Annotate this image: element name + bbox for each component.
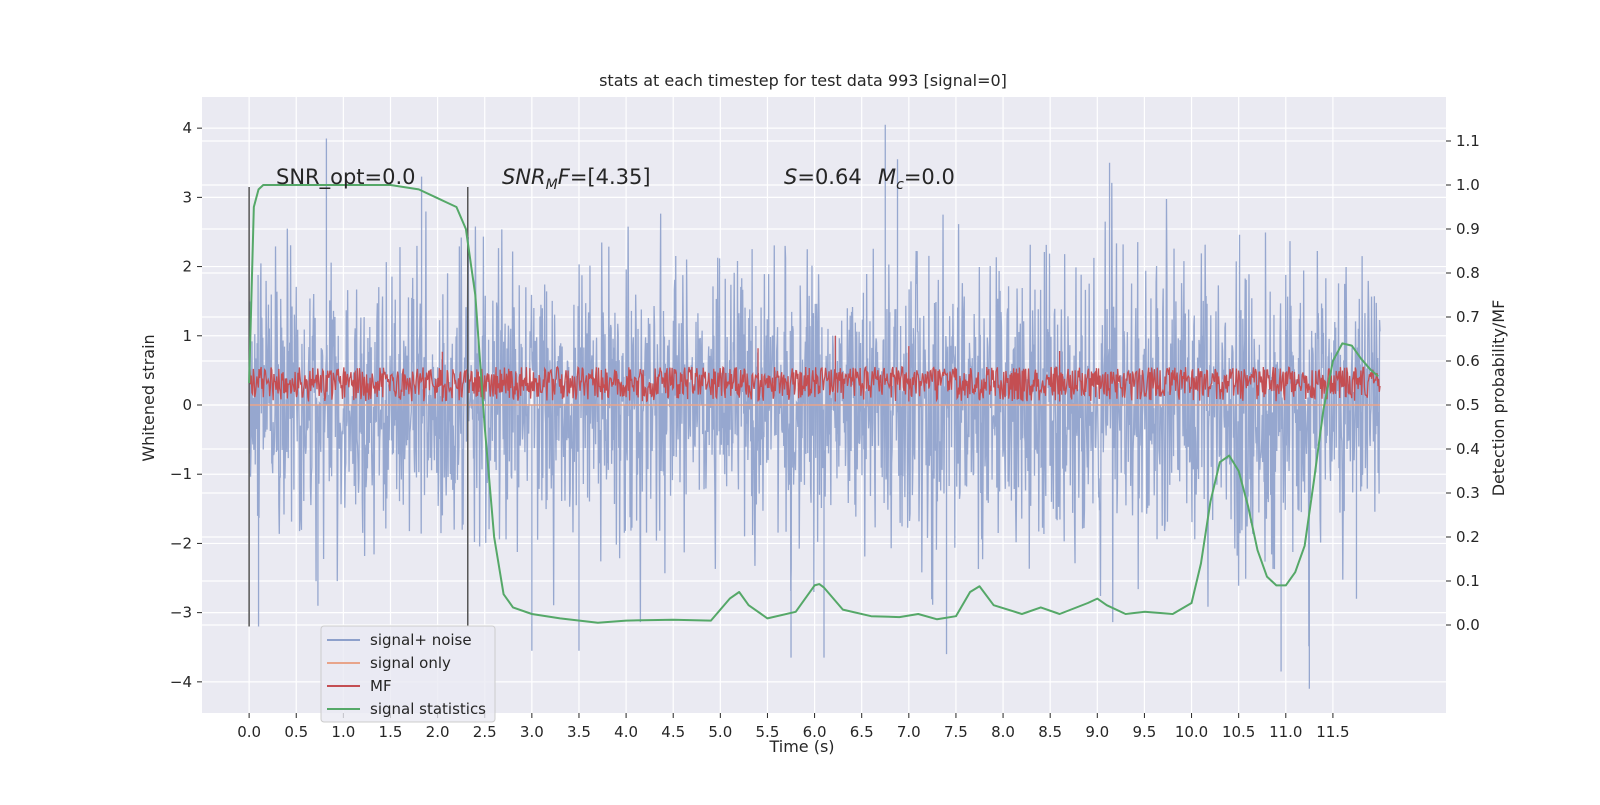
- y-right-tick-label: 0.9: [1456, 220, 1480, 238]
- chart-title: stats at each timestep for test data 993…: [599, 71, 1007, 90]
- x-tick-label: 4.0: [614, 723, 638, 741]
- y-tick-label: −4: [170, 673, 192, 691]
- y-tick-label: 0: [182, 396, 192, 414]
- x-tick-label: 9.0: [1085, 723, 1109, 741]
- y-axis-right-label: Detection probability/MF: [1489, 300, 1508, 497]
- x-tick-label: 2.5: [473, 723, 497, 741]
- x-tick-label: 11.5: [1316, 723, 1349, 741]
- y-tick-label: −3: [170, 604, 192, 622]
- y-axis-ticks: 4 3 2 1 0 −1 −2 −3 −4: [170, 119, 202, 691]
- x-tick-label: 1.0: [331, 723, 355, 741]
- x-tick-label: 8.0: [991, 723, 1015, 741]
- y-right-tick-label: 0.5: [1456, 396, 1480, 414]
- y-tick-label: 4: [182, 119, 192, 137]
- x-tick-label: 2.0: [426, 723, 450, 741]
- y-right-tick-label: 0.2: [1456, 528, 1480, 546]
- x-tick-label: 0.0: [237, 723, 261, 741]
- y-right-tick-label: 1.1: [1456, 132, 1480, 150]
- y-tick-label: −1: [170, 465, 192, 483]
- y-axis-label: Whitened strain: [139, 334, 158, 461]
- x-axis-label: Time (s): [768, 737, 834, 756]
- annotation-mc: Mc=0.0: [878, 165, 955, 193]
- y-right-tick-label: 0.1: [1456, 572, 1480, 590]
- y-tick-label: −2: [170, 534, 192, 552]
- annotation-snr-opt: SNR_opt=0.0: [276, 165, 416, 190]
- x-tick-label: 7.5: [944, 723, 968, 741]
- x-axis-ticks: 0.0 0.5 1.0 1.5 2.0 2.5 3.0 3.5 4.0 4.5 5.0 5.5 6.0 6…: [237, 713, 1350, 741]
- mf-line: [248, 335, 1381, 403]
- legend-label-signal-noise: signal+ noise: [370, 631, 472, 649]
- x-tick-label: 10.5: [1222, 723, 1255, 741]
- y-right-tick-label: 0.8: [1456, 264, 1480, 282]
- x-tick-label: 9.5: [1132, 723, 1156, 741]
- x-tick-label: 0.5: [284, 723, 308, 741]
- signal-statistics-line: [248, 184, 1379, 624]
- y-tick-label: 1: [182, 327, 192, 345]
- y-right-tick-label: 0.4: [1456, 440, 1480, 458]
- annotation-s: S=0.64: [784, 165, 862, 189]
- x-tick-label: 5.0: [708, 723, 732, 741]
- x-tick-label: 3.0: [520, 723, 544, 741]
- x-tick-label: 6.0: [803, 723, 827, 741]
- x-tick-label: 5.5: [756, 723, 780, 741]
- vertical-markers: [248, 186, 469, 627]
- legend: signal+ noise signal only MF signal stat…: [320, 625, 496, 723]
- x-tick-label: 10.0: [1175, 723, 1208, 741]
- y-right-tick-label: 0.6: [1456, 352, 1480, 370]
- x-tick-label: 3.5: [567, 723, 591, 741]
- x-tick-label: 8.5: [1038, 723, 1062, 741]
- x-tick-label: 1.5: [379, 723, 403, 741]
- x-tick-label: 4.5: [661, 723, 685, 741]
- y-right-tick-label: 1.0: [1456, 176, 1480, 194]
- x-tick-label: 7.0: [897, 723, 921, 741]
- legend-label-signal-statistics: signal statistics: [370, 700, 486, 718]
- annotation-snr-mf: SNRMF=[4.35]: [502, 165, 651, 193]
- y-right-tick-label: 0.7: [1456, 308, 1480, 326]
- y-tick-label: 3: [182, 188, 192, 206]
- y-right-tick-label: 0.3: [1456, 484, 1480, 502]
- y-axis-right-ticks: 1.1 1.0 0.9 0.8 0.7 0.6 0.5 0.4 0.3 0.2 0.1 0.0: [1446, 132, 1480, 634]
- series-mf: [248, 335, 1381, 403]
- y-tick-label: 2: [182, 258, 192, 276]
- legend-box: [320, 625, 496, 723]
- legend-label-mf: MF: [370, 677, 392, 695]
- x-tick-label: 11.0: [1269, 723, 1302, 741]
- legend-label-signal-only: signal only: [370, 654, 451, 672]
- y-right-tick-label: 0.0: [1456, 616, 1480, 634]
- x-tick-label: 6.5: [850, 723, 874, 741]
- series-signal-statistics: [248, 184, 1379, 624]
